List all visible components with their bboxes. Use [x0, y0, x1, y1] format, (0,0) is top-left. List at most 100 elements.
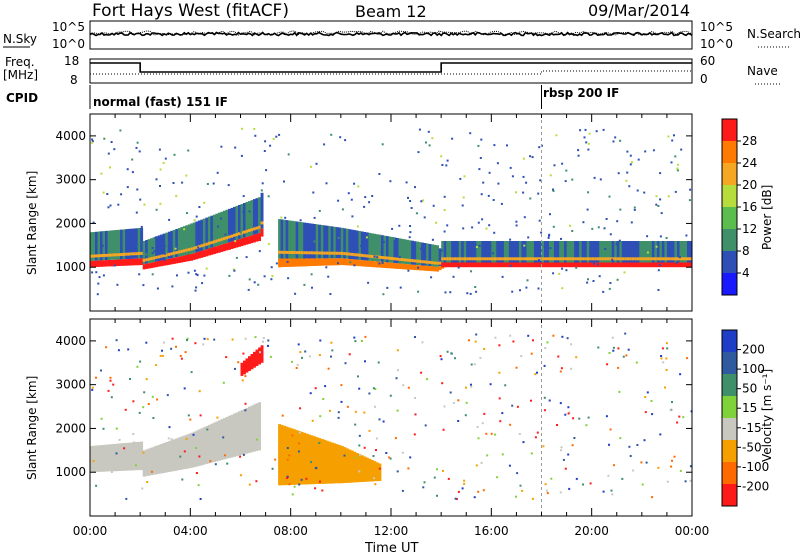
power-cell — [353, 182, 356, 185]
power-cell — [604, 241, 608, 263]
power-cell — [135, 252, 139, 256]
velocity-cell — [671, 401, 673, 403]
power-cell — [538, 259, 540, 262]
velocity-cell — [515, 366, 518, 369]
power-cell — [661, 257, 665, 261]
y-tick-label: 3000 — [55, 173, 86, 187]
power-cell — [496, 162, 499, 165]
velocity-cell — [222, 418, 226, 460]
power-cell — [210, 215, 214, 248]
power-cell — [556, 257, 560, 261]
power-cell — [187, 271, 190, 274]
velocity-cell — [684, 480, 687, 483]
power-cell — [234, 240, 237, 243]
power-cell — [343, 258, 347, 266]
power-cell — [576, 257, 580, 261]
power-cell — [483, 257, 487, 261]
velocity-cell — [609, 428, 612, 431]
power-cell — [408, 240, 412, 265]
power-cell — [101, 244, 104, 247]
velocity-cell — [184, 351, 187, 354]
power-cell — [280, 216, 283, 219]
noise-left-label: N.Sky — [3, 32, 37, 46]
power-cell — [253, 227, 256, 231]
velocity-cell — [413, 433, 416, 436]
power-cell — [325, 182, 328, 185]
power-cell — [190, 247, 194, 251]
power-cell — [503, 241, 507, 263]
power-cell — [107, 253, 111, 257]
power-cell — [173, 153, 176, 156]
power-cell — [577, 154, 580, 157]
power-cell — [406, 264, 409, 270]
power-cell — [107, 230, 111, 260]
power-cell — [544, 241, 547, 263]
power-cell — [534, 262, 537, 268]
date-title: 09/Mar/2014 — [588, 1, 690, 20]
velocity-cell — [274, 458, 277, 461]
velocity-cell — [330, 341, 333, 344]
x-tick-label: 00:00 — [73, 524, 108, 538]
velocity-cell — [455, 498, 458, 500]
velocity-cell — [575, 356, 578, 359]
power-cell — [597, 226, 600, 229]
power-cell — [461, 257, 465, 261]
power-cell — [280, 258, 284, 268]
velocity-cell — [125, 442, 128, 471]
power-cell — [644, 150, 647, 153]
power-cell — [391, 227, 394, 230]
velocity-cell — [378, 418, 381, 421]
power-cell — [355, 253, 359, 257]
power-cell — [574, 262, 577, 268]
velocity-cell — [657, 466, 660, 469]
power-cell — [225, 209, 229, 244]
power-cell — [403, 239, 407, 264]
power-cell — [480, 138, 483, 141]
velocity-cell — [298, 483, 301, 486]
power-cell — [537, 287, 540, 290]
power-cell — [182, 249, 186, 253]
velocity-cell — [394, 437, 397, 440]
power-cell — [162, 254, 166, 258]
velocity-cell — [242, 352, 245, 355]
power-cell — [303, 258, 307, 267]
power-cell — [649, 262, 653, 268]
velocity-cell — [175, 438, 179, 471]
cpid-segment-1: normal (fast) 151 IF — [93, 95, 228, 109]
power-cell — [308, 258, 312, 267]
velocity-cell — [530, 352, 533, 355]
velocity-cell — [629, 455, 632, 457]
power-cell — [654, 257, 658, 261]
power-cell — [117, 229, 121, 260]
power-cell — [679, 262, 683, 268]
power-cell — [476, 241, 480, 263]
velocity-cell — [498, 344, 501, 347]
velocity-cell — [612, 349, 615, 352]
power-cell — [631, 262, 635, 268]
power-cell — [212, 232, 215, 235]
power-cell — [348, 229, 352, 259]
velocity-cell — [109, 376, 112, 379]
velocity-cell — [288, 454, 291, 457]
power-cell — [498, 257, 502, 261]
power-cell — [617, 172, 620, 175]
velocity-cell — [318, 438, 322, 484]
power-cell — [649, 241, 653, 263]
velocity-cell — [454, 497, 457, 500]
velocity-cell — [571, 444, 574, 447]
power-cell — [250, 228, 254, 232]
velocity-cell — [242, 453, 245, 456]
power-cell — [137, 228, 141, 259]
velocity-cell — [585, 424, 588, 427]
power-cell — [631, 257, 635, 261]
velocity-cell — [606, 363, 609, 366]
power-cell — [609, 241, 613, 263]
power-cell — [180, 249, 184, 253]
power-cell — [423, 243, 427, 266]
velocity-cell — [617, 347, 620, 350]
y-tick-label: 3000 — [55, 378, 86, 392]
power-cell — [581, 257, 585, 261]
velocity-cell — [155, 364, 158, 367]
